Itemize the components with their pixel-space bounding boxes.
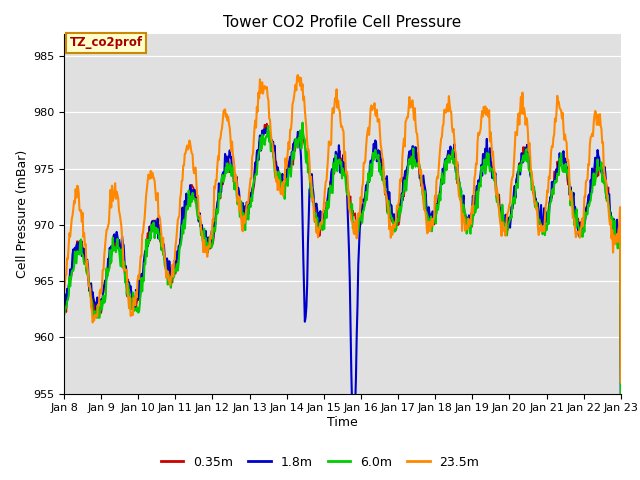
Y-axis label: Cell Pressure (mBar): Cell Pressure (mBar) — [16, 149, 29, 278]
X-axis label: Time: Time — [327, 416, 358, 429]
Text: TZ_co2prof: TZ_co2prof — [70, 36, 143, 49]
Legend: 0.35m, 1.8m, 6.0m, 23.5m: 0.35m, 1.8m, 6.0m, 23.5m — [156, 451, 484, 474]
Title: Tower CO2 Profile Cell Pressure: Tower CO2 Profile Cell Pressure — [223, 15, 461, 30]
